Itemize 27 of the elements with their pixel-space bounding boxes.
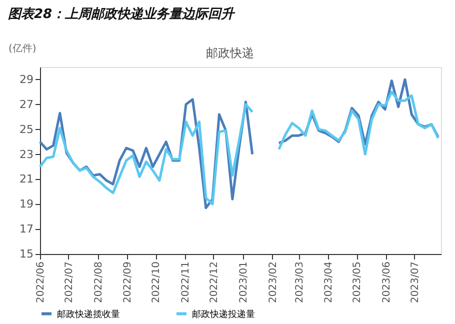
y-axis-title: (亿件) (8, 44, 36, 54)
legend-label: 邮政快递揽收量 (57, 308, 120, 320)
y-tick-label: 19 (20, 198, 34, 211)
y-tick-label: 27 (20, 98, 34, 111)
x-tick-label: 2022/12 (208, 262, 220, 304)
y-tick-label: 15 (20, 248, 34, 260)
chart-title: 图表28：上周邮政快递业务量边际回升 (8, 6, 236, 22)
legend-label: 邮政快递投递量 (192, 308, 255, 320)
x-tick-label: 2022/07 (64, 262, 75, 304)
x-tick-label: 2023/02 (268, 262, 279, 304)
x-tick-label: 2022/09 (122, 262, 134, 304)
y-tick-label: 25 (20, 122, 34, 136)
x-tick-label: 2022/11 (180, 262, 192, 304)
y-tick-label: 21 (20, 172, 34, 186)
x-tick-label: 2023/06 (382, 262, 393, 304)
y-tick-label: 17 (20, 222, 34, 236)
chart-subtitle: 邮政快递 (206, 46, 254, 60)
x-tick-label: 2022/10 (151, 262, 162, 304)
x-tick-label: 2023/03 (294, 262, 306, 304)
y-tick-label: 29 (20, 72, 34, 86)
x-tick-label: 2023/07 (410, 262, 421, 304)
x-tick-label: 2022/06 (36, 262, 46, 304)
x-tick-label: 2023/05 (352, 262, 364, 304)
x-tick-label: 2022/08 (93, 262, 104, 304)
y-tick-label: 23 (20, 148, 34, 161)
x-tick-label: 2023/01 (238, 262, 250, 304)
x-tick-label: 2023/04 (324, 262, 335, 304)
